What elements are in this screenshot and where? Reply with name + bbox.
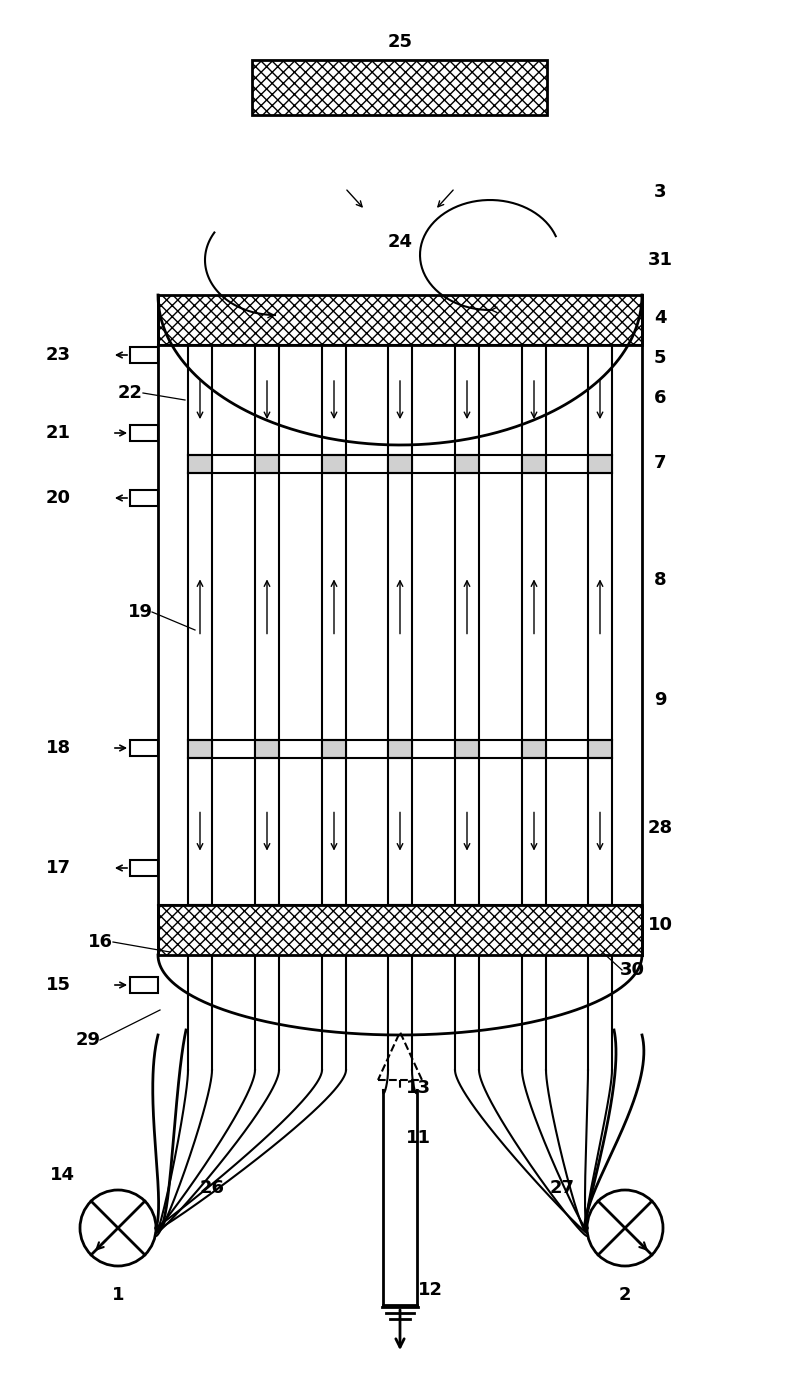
Text: 26: 26 <box>199 1180 225 1197</box>
Text: 27: 27 <box>550 1180 574 1197</box>
Bar <box>455 344 479 905</box>
Bar <box>130 347 158 362</box>
Bar <box>130 424 158 441</box>
Bar <box>255 344 279 905</box>
Text: 10: 10 <box>647 916 673 934</box>
Bar <box>522 455 546 473</box>
Bar <box>322 455 346 473</box>
Text: 28: 28 <box>647 819 673 836</box>
Text: 24: 24 <box>387 233 413 251</box>
Text: 13: 13 <box>406 1079 430 1097</box>
Text: 22: 22 <box>118 384 142 402</box>
Bar <box>158 295 642 344</box>
Text: 14: 14 <box>50 1166 74 1184</box>
Bar <box>130 740 158 757</box>
Text: 31: 31 <box>647 251 673 269</box>
Text: 9: 9 <box>654 690 666 710</box>
Bar <box>522 740 546 758</box>
Text: 1: 1 <box>112 1286 124 1304</box>
Text: 25: 25 <box>387 33 413 51</box>
Text: 19: 19 <box>127 604 153 621</box>
Bar <box>388 455 412 473</box>
Bar <box>588 344 612 905</box>
Bar <box>455 740 479 758</box>
Text: 3: 3 <box>654 183 666 201</box>
Bar <box>130 860 158 876</box>
Bar <box>130 977 158 994</box>
Bar <box>188 740 212 758</box>
Bar <box>522 344 546 905</box>
Text: 29: 29 <box>75 1031 101 1049</box>
Bar <box>588 455 612 473</box>
Bar <box>255 740 279 758</box>
Text: 21: 21 <box>46 424 70 442</box>
Bar <box>158 905 642 955</box>
Text: 17: 17 <box>46 858 70 876</box>
Text: 8: 8 <box>654 570 666 588</box>
Text: 4: 4 <box>654 309 666 327</box>
Text: 18: 18 <box>46 739 70 757</box>
Text: 6: 6 <box>654 389 666 407</box>
Bar <box>252 61 547 114</box>
Text: 5: 5 <box>654 349 666 367</box>
Text: 12: 12 <box>418 1282 442 1299</box>
Bar <box>455 455 479 473</box>
Text: 2: 2 <box>618 1286 631 1304</box>
Bar <box>322 344 346 905</box>
Text: 11: 11 <box>406 1129 430 1146</box>
Text: 23: 23 <box>46 346 70 364</box>
Bar <box>588 740 612 758</box>
Bar <box>130 491 158 506</box>
Text: 16: 16 <box>87 933 113 951</box>
Bar <box>188 455 212 473</box>
Bar <box>255 455 279 473</box>
Bar <box>388 344 412 905</box>
Text: 30: 30 <box>619 960 645 978</box>
Bar <box>188 344 212 905</box>
Bar <box>322 740 346 758</box>
Text: 15: 15 <box>46 976 70 994</box>
Text: 20: 20 <box>46 489 70 507</box>
Bar <box>158 344 642 905</box>
Bar <box>388 740 412 758</box>
Text: 7: 7 <box>654 453 666 473</box>
